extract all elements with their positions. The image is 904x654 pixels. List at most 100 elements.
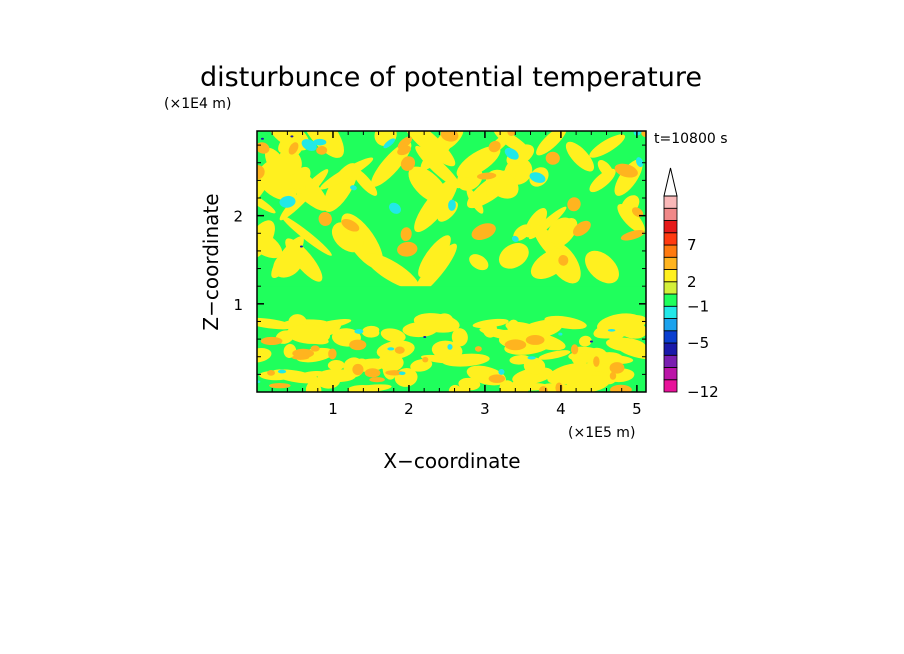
colorbar-swatch	[663, 293, 678, 307]
warmer-patch	[318, 211, 332, 226]
time-label: t=10800 s	[654, 131, 728, 147]
colorbar-swatch	[663, 305, 678, 319]
warmer-patch	[349, 339, 367, 351]
cold-patch	[558, 332, 563, 336]
warmer-patch	[572, 220, 591, 237]
warm-patch	[285, 238, 323, 282]
x-tick-label: 4	[556, 400, 566, 418]
warmer-patch	[609, 371, 617, 380]
colorbar-swatch	[663, 281, 678, 295]
neutral-band	[257, 286, 646, 322]
cold-patch	[607, 329, 616, 332]
warm-patch	[257, 229, 283, 259]
warmer-patch	[631, 207, 644, 218]
warm-patch	[544, 315, 587, 330]
warmer-patch	[364, 368, 381, 378]
warmer-patch	[341, 219, 360, 232]
warm-patch	[606, 337, 646, 352]
warmer-patch	[310, 345, 320, 352]
warmer-patch	[397, 136, 413, 150]
warm-patch	[410, 359, 433, 372]
warmer-patch	[267, 370, 275, 376]
colorbar: −12−5−127	[663, 167, 719, 401]
colorbar-swatch	[663, 256, 678, 270]
warm-patch	[413, 243, 457, 296]
warmer-patch	[609, 362, 625, 374]
warmer-patch	[471, 223, 496, 240]
warmer-patch	[610, 384, 632, 392]
warmer-patch	[558, 255, 569, 266]
warmer-patch	[620, 230, 645, 241]
warm-patch	[327, 360, 345, 371]
chart-title: disturbunce of potential temperature	[200, 62, 702, 93]
warm-patch	[617, 203, 645, 233]
y-axis-label: Z−coordinate	[199, 193, 223, 330]
warm-patch	[278, 131, 301, 153]
warmer-patch	[269, 383, 291, 389]
colorbar-swatch	[663, 318, 678, 332]
warm-patch	[281, 215, 332, 256]
colorbar-swatch	[663, 220, 678, 234]
warm-patch	[589, 168, 616, 193]
warm-patch	[578, 335, 592, 347]
colorbar-swatch	[663, 379, 678, 393]
warm-patch	[317, 369, 357, 383]
cold-patch	[350, 185, 357, 191]
heatmap-field	[257, 131, 646, 392]
cold-patch	[383, 138, 396, 149]
cold-patch	[354, 329, 364, 334]
x-tick-label: 2	[404, 400, 414, 418]
x-axis-unit: (×1E5 m)	[568, 425, 635, 441]
x-tick-label: 3	[480, 400, 490, 418]
warmer-patch	[288, 142, 299, 155]
warm-patch	[482, 320, 497, 338]
warmer-patch	[352, 363, 364, 376]
warm-patch	[547, 362, 596, 385]
cold-patch	[511, 235, 519, 242]
colorbar-swatch	[663, 195, 678, 209]
coldest-patch	[589, 340, 593, 343]
colorbar-swatch	[663, 342, 678, 356]
warm-patch	[469, 254, 489, 271]
coldest-patch	[260, 137, 264, 140]
warm-patch	[435, 313, 454, 331]
colorbar-label: −12	[687, 383, 719, 401]
cold-patch	[257, 380, 261, 384]
warm-patch	[380, 328, 406, 343]
warmer-patch	[369, 377, 385, 383]
cold-patch	[529, 172, 546, 183]
warmer-patch	[567, 197, 581, 212]
x-tick-label: 1	[328, 400, 338, 418]
warm-patch	[547, 217, 574, 244]
warm-patch	[291, 166, 311, 190]
x-tick-label: 5	[632, 400, 642, 418]
warm-patch	[513, 224, 532, 241]
warm-patch	[451, 328, 468, 347]
warm-patch	[442, 353, 490, 367]
warmer-patch	[397, 241, 418, 257]
plot-frame	[256, 130, 647, 393]
warm-patch	[361, 327, 380, 338]
warm-patch	[431, 340, 463, 361]
warm-patch	[414, 178, 458, 233]
warmer-patch	[504, 339, 527, 351]
warm-patch	[614, 159, 643, 196]
warm-patch	[424, 245, 448, 266]
warmer-patch	[474, 346, 482, 352]
warm-patch	[498, 242, 529, 269]
x-axis-label: X−coordinate	[383, 449, 520, 473]
warmer-patch	[614, 163, 638, 178]
y-tick-label: 1	[233, 296, 243, 314]
y-tick-label: 2	[233, 208, 243, 226]
cold-patch	[498, 368, 505, 375]
warm-patch	[525, 358, 540, 368]
colorbar-label: 7	[687, 236, 697, 254]
warmer-patch	[394, 346, 405, 354]
colorbar-label: −5	[687, 334, 709, 352]
colorbar-label: 2	[687, 273, 697, 291]
cold-patch	[636, 157, 644, 168]
cold-patch	[301, 139, 317, 151]
coldest-patch	[290, 135, 294, 138]
warm-patch	[536, 131, 567, 156]
